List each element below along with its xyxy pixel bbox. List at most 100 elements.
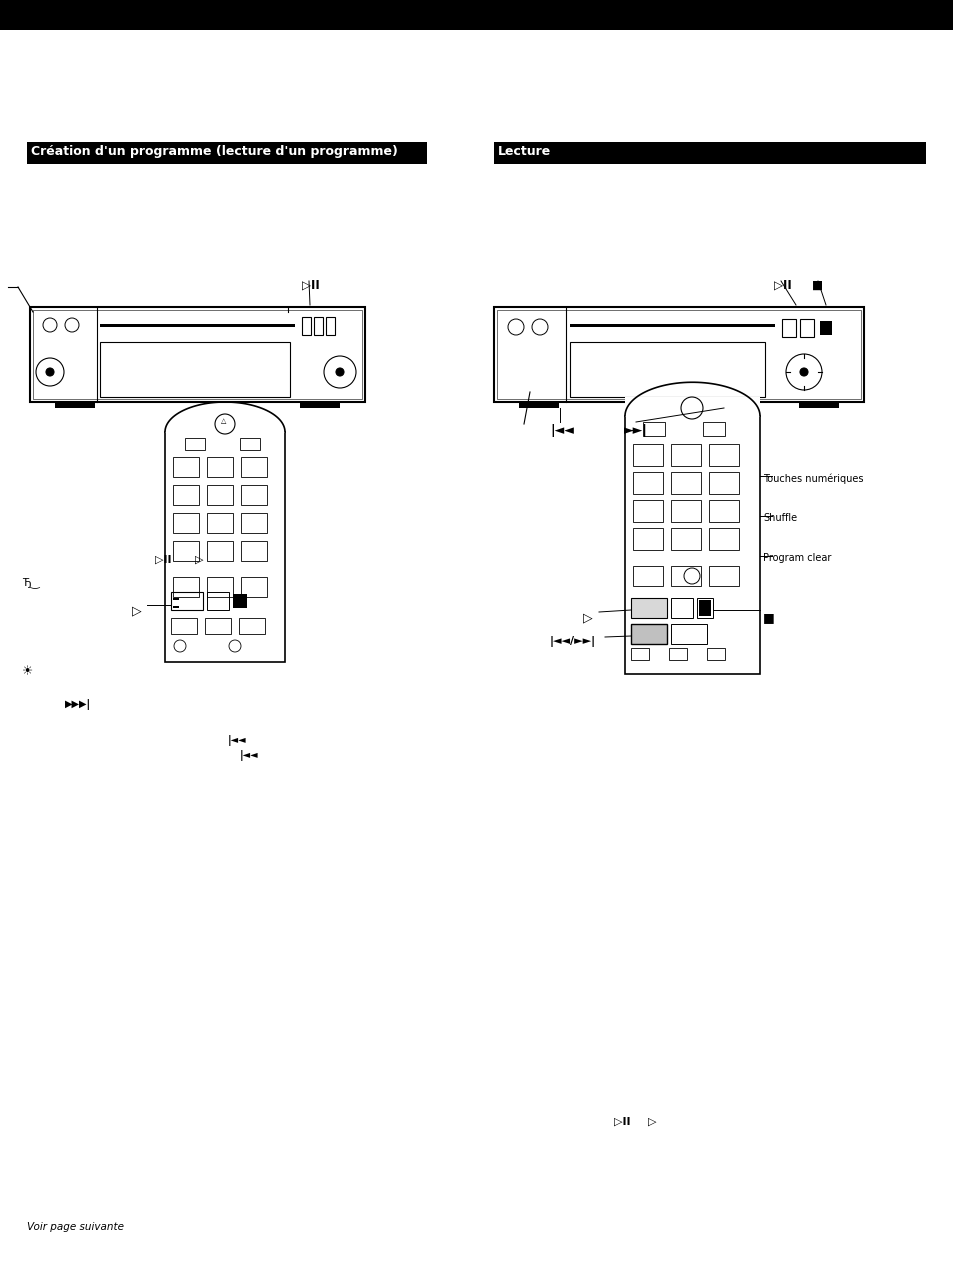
Bar	[820, 321, 831, 335]
Bar	[207, 591, 229, 611]
Bar	[207, 541, 233, 561]
Text: △: △	[221, 418, 226, 424]
Text: ▶▶▶|: ▶▶▶|	[65, 700, 91, 710]
Bar	[670, 598, 692, 618]
Bar	[326, 317, 335, 335]
Bar	[171, 591, 203, 611]
Bar	[633, 472, 662, 494]
Bar	[633, 500, 662, 522]
Bar	[708, 500, 739, 522]
Bar	[241, 457, 267, 477]
Bar	[172, 577, 199, 597]
Bar	[494, 307, 863, 402]
Bar	[642, 422, 664, 436]
Bar	[697, 598, 712, 618]
Bar	[314, 317, 323, 335]
Bar	[497, 310, 861, 399]
Bar	[172, 541, 199, 561]
Bar	[781, 319, 795, 337]
Bar	[172, 513, 199, 533]
Bar	[800, 319, 813, 337]
Bar	[207, 457, 233, 477]
Bar	[670, 528, 700, 550]
Bar	[33, 310, 361, 399]
Text: |◄◄: |◄◄	[228, 735, 247, 745]
Bar	[708, 472, 739, 494]
Bar	[240, 438, 260, 450]
Text: Voir page suivante: Voir page suivante	[27, 1222, 124, 1233]
Bar	[299, 402, 339, 408]
Bar	[668, 647, 686, 660]
Text: ▷: ▷	[132, 604, 141, 617]
Bar	[172, 605, 179, 608]
Bar	[165, 432, 285, 661]
Bar	[633, 444, 662, 466]
Bar	[302, 317, 311, 335]
Bar	[30, 307, 365, 402]
Bar	[0, 0, 953, 31]
Bar	[670, 566, 700, 586]
Bar	[630, 625, 666, 644]
Bar	[799, 402, 838, 408]
Bar	[241, 577, 267, 597]
Text: ▷II: ▷II	[773, 279, 791, 293]
Bar	[706, 647, 724, 660]
Bar	[207, 577, 233, 597]
Text: |◄◄: |◄◄	[550, 424, 574, 438]
Bar	[670, 625, 706, 644]
Bar	[518, 402, 558, 408]
Bar	[55, 402, 95, 408]
Text: ▷: ▷	[582, 611, 592, 625]
Text: Lecture: Lecture	[497, 145, 551, 158]
Bar	[569, 324, 774, 327]
Text: Touches numériques: Touches numériques	[762, 473, 862, 483]
Bar	[708, 528, 739, 550]
Bar	[27, 142, 427, 164]
Bar	[172, 598, 179, 600]
Bar	[708, 444, 739, 466]
Bar	[670, 500, 700, 522]
Text: |◄◄/►►|: |◄◄/►►|	[550, 636, 596, 647]
Bar	[494, 142, 925, 164]
Bar	[633, 528, 662, 550]
Text: Création d'un programme (lecture d'un programme): Création d'un programme (lecture d'un pr…	[30, 145, 397, 158]
Bar	[699, 600, 710, 616]
Bar	[185, 438, 205, 450]
Text: ■: ■	[762, 611, 774, 625]
Bar	[708, 566, 739, 586]
Bar	[172, 485, 199, 505]
Bar	[171, 618, 196, 633]
Bar	[233, 594, 247, 608]
Bar	[241, 485, 267, 505]
Bar	[239, 618, 265, 633]
Text: Shuffle: Shuffle	[762, 513, 797, 523]
Text: ■: ■	[811, 279, 822, 293]
Bar	[207, 485, 233, 505]
Bar	[241, 541, 267, 561]
Text: Program clear: Program clear	[762, 553, 830, 563]
Text: ▷II: ▷II	[614, 1117, 630, 1127]
Bar	[165, 415, 285, 432]
Text: ☀: ☀	[22, 665, 33, 678]
Bar	[633, 566, 662, 586]
Circle shape	[46, 368, 54, 377]
Text: ▷: ▷	[194, 555, 203, 565]
Text: ►►|: ►►|	[623, 424, 647, 438]
Bar	[630, 598, 666, 618]
Circle shape	[335, 368, 344, 377]
Bar	[630, 647, 648, 660]
Bar	[702, 422, 724, 436]
Bar	[100, 324, 294, 327]
Bar	[172, 457, 199, 477]
Text: Ђ‿: Ђ‿	[22, 577, 40, 588]
Bar	[241, 513, 267, 533]
Bar	[670, 472, 700, 494]
Text: ▷: ▷	[647, 1117, 656, 1127]
Text: ▷II: ▷II	[154, 555, 172, 565]
Bar	[207, 513, 233, 533]
Text: ▷II: ▷II	[302, 279, 319, 293]
Text: |◄◄: |◄◄	[240, 750, 258, 761]
Bar	[624, 397, 760, 417]
Bar	[569, 342, 764, 397]
Bar	[205, 618, 231, 633]
